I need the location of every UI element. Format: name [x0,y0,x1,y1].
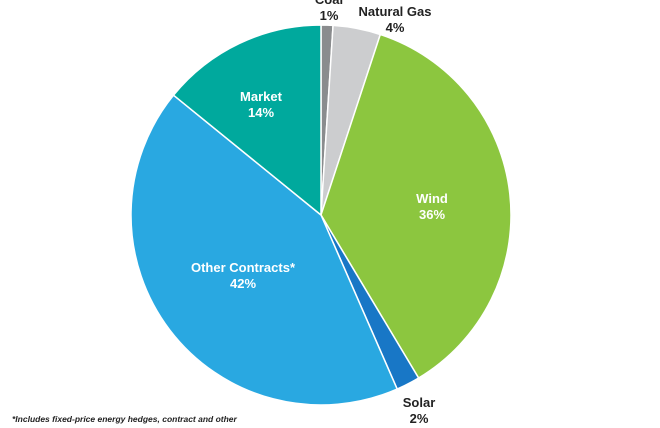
slice-percent: 2% [410,411,429,426]
slice-name: Solar [403,395,436,410]
pie-slice-wind [320,33,512,380]
slice-percent: 36% [419,207,445,222]
footnote: *Includes fixed-price energy hedges, con… [12,414,237,424]
slice-percent: 42% [230,276,256,291]
pie-slices [130,24,512,406]
slice-name: Market [240,89,283,104]
slice-label-market: Market 14% [240,89,283,120]
slice-name: Coal [315,0,343,7]
slice-name: Other Contracts* [191,260,296,275]
slice-label-wind: Wind 36% [416,191,448,222]
slice-label-other-contracts: Other Contracts* 42% [191,260,296,291]
slice-label-natural-gas: Natural Gas 4% [359,4,432,35]
slice-name: Wind [416,191,448,206]
pie-slice-market [172,24,322,217]
slice-name: Natural Gas [359,4,432,19]
slice-label-coal: Coal1% [315,0,343,23]
pie-slice-other-contracts [130,94,399,406]
slice-percent: 14% [248,105,274,120]
slice-percent: 4% [386,20,405,35]
slice-label-solar: Solar 2% [403,395,436,426]
slice-percent: 1% [320,8,339,23]
